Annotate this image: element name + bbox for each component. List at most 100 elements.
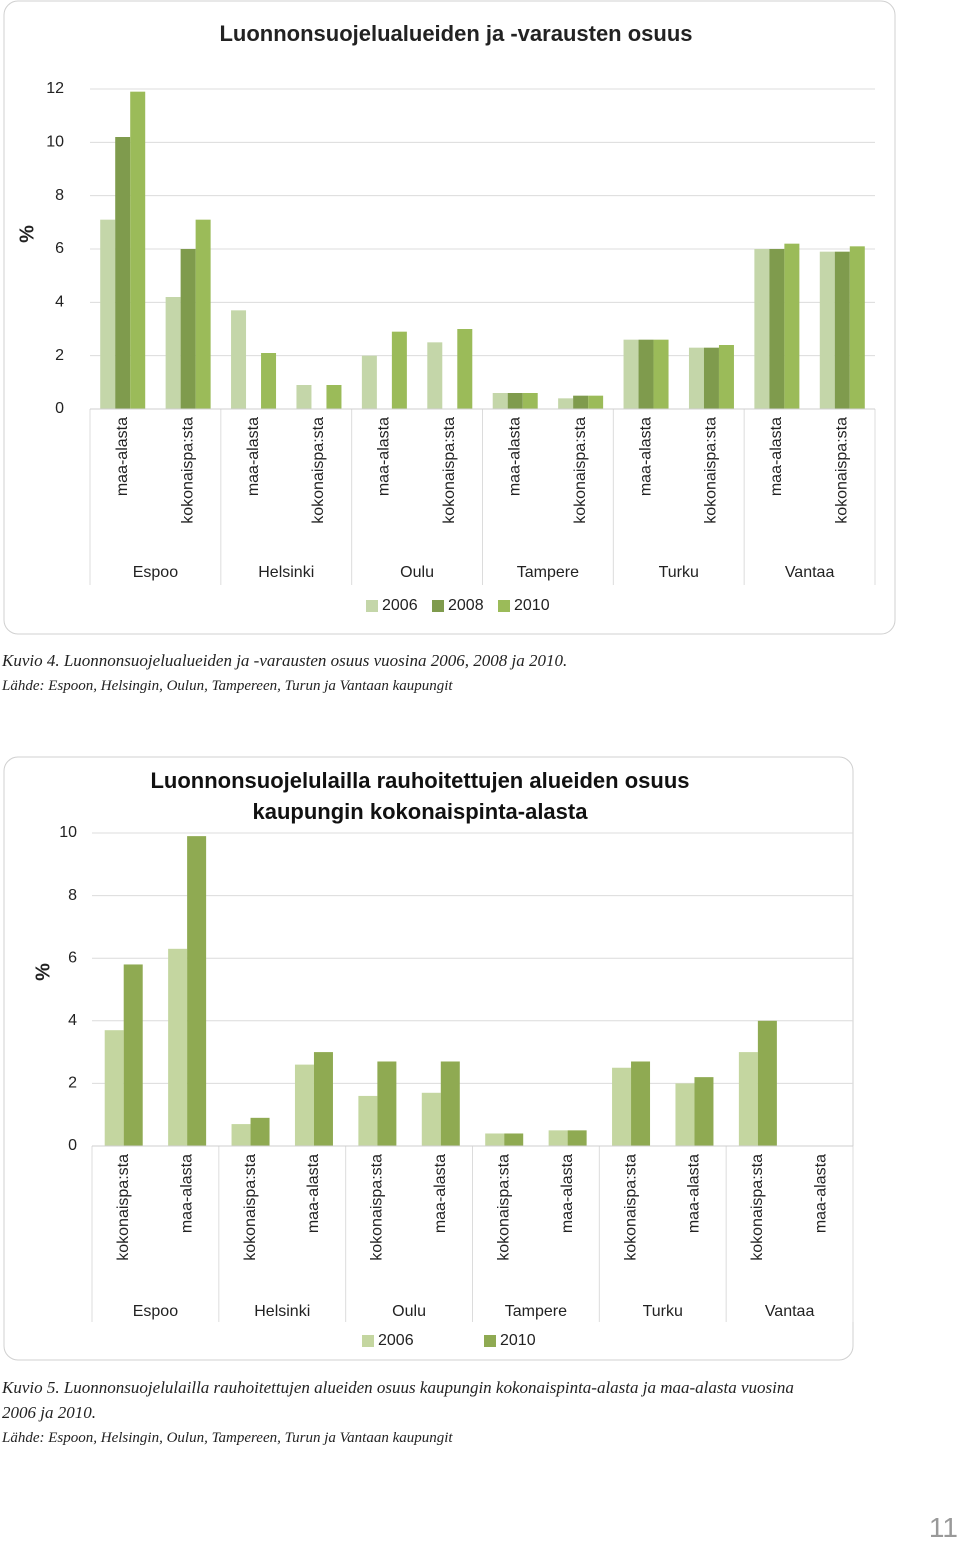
bar	[391, 331, 407, 409]
bar	[168, 948, 188, 1146]
bar	[638, 339, 654, 409]
y-tick-label: 0	[68, 1137, 77, 1154]
legend-swatch	[484, 1335, 496, 1347]
y-tick-label: 12	[46, 80, 64, 97]
bar	[558, 398, 574, 409]
legend-label: 2006	[378, 1332, 414, 1349]
chart-title: Luonnonsuojelualueiden ja -varausten osu…	[219, 21, 692, 46]
bar	[427, 342, 443, 409]
y-tick-label: 0	[55, 400, 64, 417]
bar	[130, 91, 146, 410]
bar	[457, 329, 473, 409]
x-tick-label: kokonaispa:sta	[572, 417, 589, 524]
group-label: Tampere	[505, 1303, 567, 1320]
bar	[757, 1020, 777, 1146]
y-tick-label: 4	[55, 294, 64, 311]
x-tick-label: maa-alasta	[432, 1154, 449, 1233]
bar	[440, 1061, 460, 1146]
y-tick-label: 6	[68, 949, 77, 966]
caption: Kuvio 4. Luonnonsuojelualueiden ja -vara…	[2, 651, 568, 670]
bar	[653, 339, 669, 409]
x-tick-label: maa-alasta	[178, 1154, 195, 1233]
bar	[358, 1095, 378, 1146]
x-tick-label: kokonaispa:sta	[242, 1154, 259, 1261]
chart-frame	[3, 0, 896, 635]
x-tick-label: maa-alasta	[305, 1154, 322, 1233]
x-tick-label: kokonaispa:sta	[115, 1154, 132, 1261]
page-number: 11	[928, 1512, 958, 1543]
source: Lähde: Espoon, Helsingin, Oulun, Tampere…	[2, 678, 453, 694]
bar	[123, 964, 143, 1146]
bar	[326, 385, 342, 409]
bar	[548, 1130, 568, 1146]
x-tick-label: maa-alasta	[114, 417, 131, 496]
x-tick-label: maa-alasta	[506, 417, 523, 496]
x-tick-label: maa-alasta	[376, 417, 393, 496]
bar	[849, 246, 865, 409]
bar	[738, 1052, 758, 1146]
y-axis-label: %	[32, 963, 54, 981]
bar	[195, 219, 211, 409]
x-tick-label: maa-alasta	[637, 417, 654, 496]
bar	[261, 353, 277, 409]
bar	[504, 1133, 524, 1146]
group-label: Vantaa	[785, 564, 835, 581]
group-label: Espoo	[133, 564, 178, 581]
group-label: Oulu	[400, 564, 434, 581]
group-label: Oulu	[392, 1303, 426, 1320]
x-tick-label: kokonaispa:sta	[749, 1154, 766, 1261]
bar	[675, 1083, 695, 1146]
caption: Kuvio 5. Luonnonsuojelulailla rauhoitett…	[2, 1378, 794, 1422]
bar	[612, 1067, 632, 1146]
x-tick-label: maa-alasta	[768, 417, 785, 496]
bar	[522, 393, 538, 409]
bar	[567, 1130, 587, 1146]
y-tick-label: 4	[68, 1012, 77, 1029]
x-tick-label: kokonaispa:sta	[441, 417, 458, 524]
bar	[631, 1061, 651, 1146]
legend-label: 2010	[500, 1332, 536, 1349]
chart-frame	[3, 756, 854, 1361]
bar	[180, 249, 196, 409]
bar	[588, 395, 604, 409]
bar	[165, 297, 181, 409]
bar	[492, 393, 508, 409]
bar	[421, 1092, 441, 1146]
x-tick-label: kokonaispa:sta	[703, 417, 720, 524]
legend-label: 2010	[514, 597, 550, 614]
x-tick-label: kokonaispa:sta	[179, 417, 196, 524]
legend-label: 2008	[448, 597, 484, 614]
group-label: Vantaa	[765, 1303, 815, 1320]
legend-swatch	[432, 600, 444, 612]
bar	[694, 1077, 714, 1146]
legend-swatch	[366, 600, 378, 612]
group-label: Espoo	[133, 1303, 178, 1320]
bar	[100, 219, 116, 409]
bar	[187, 836, 207, 1146]
x-tick-label: maa-alasta	[559, 1154, 576, 1233]
y-tick-label: 8	[55, 187, 64, 204]
bar	[485, 1133, 505, 1146]
y-tick-label: 2	[68, 1075, 77, 1092]
bar	[294, 1064, 314, 1146]
y-tick-label: 6	[55, 240, 64, 257]
x-tick-label: maa-alasta	[686, 1154, 703, 1233]
group-label: Helsinki	[258, 564, 314, 581]
bar	[115, 137, 131, 409]
y-axis-label: %	[16, 225, 38, 243]
y-tick-label: 10	[59, 824, 77, 841]
legend-swatch	[362, 1335, 374, 1347]
bar	[250, 1117, 270, 1146]
bar	[703, 347, 719, 409]
bar	[296, 385, 312, 409]
bar	[754, 249, 770, 409]
bar	[377, 1061, 397, 1146]
source: Lähde: Espoon, Helsingin, Oulun, Tampere…	[2, 1430, 453, 1446]
bar	[769, 249, 785, 409]
chart-title: Luonnonsuojelulailla rauhoitettujen alue…	[150, 768, 690, 824]
x-tick-label: kokonaispa:sta	[622, 1154, 639, 1261]
group-label: Turku	[659, 564, 699, 581]
y-tick-label: 10	[46, 134, 64, 151]
